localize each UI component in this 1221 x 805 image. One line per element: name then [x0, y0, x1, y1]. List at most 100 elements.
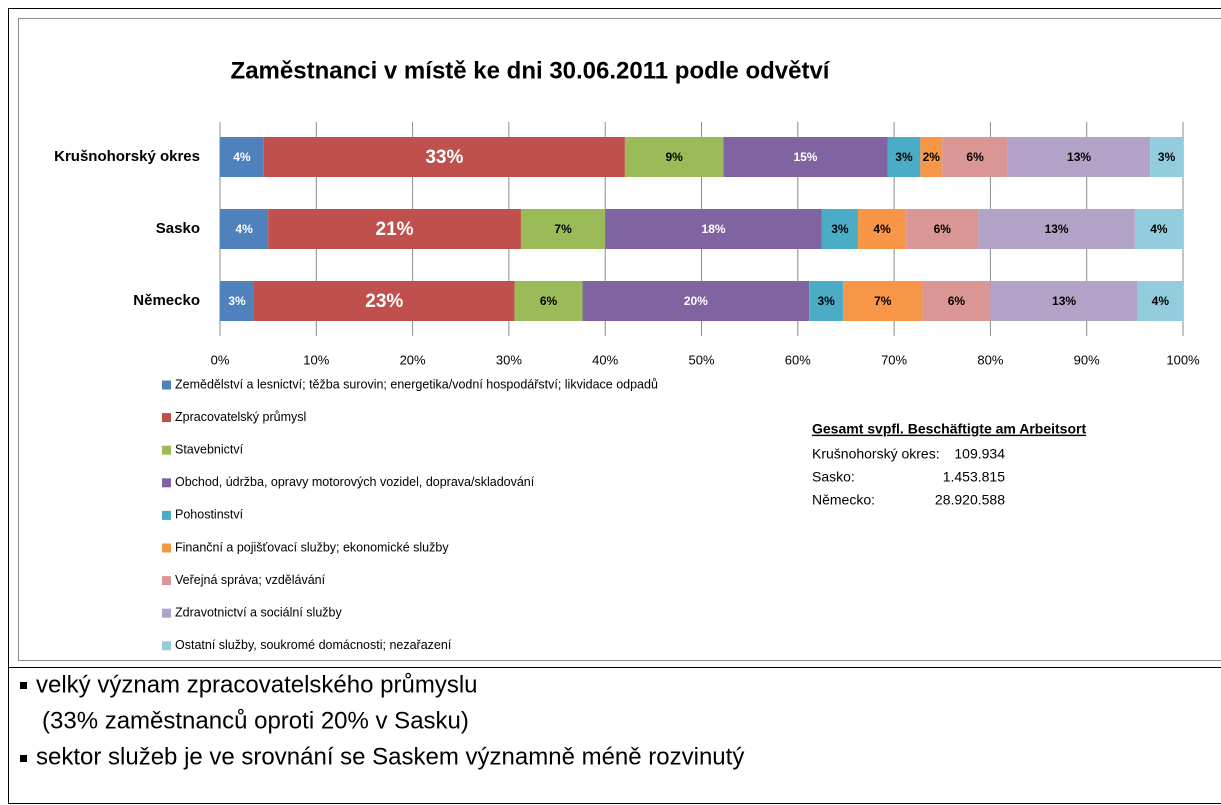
- x-tick-label: 70%: [881, 352, 907, 367]
- bullet-marker: [20, 682, 27, 689]
- data-label: 21%: [376, 219, 414, 240]
- bar-segment: [809, 281, 844, 321]
- x-tick-label: 30%: [496, 352, 522, 367]
- data-label: 3%: [895, 150, 913, 164]
- x-tick-label: 40%: [592, 352, 618, 367]
- slide-frame: [8, 8, 1221, 804]
- bar-segment: [253, 281, 515, 321]
- category-label: Sasko: [156, 220, 200, 237]
- bar-segment: [922, 281, 991, 321]
- data-label: 7%: [554, 222, 572, 236]
- info-name: Sasko:: [812, 469, 855, 485]
- chart-frame: [18, 18, 1221, 661]
- bar-segment: [857, 209, 907, 249]
- data-label: 13%: [1067, 150, 1091, 164]
- category-label: Krušnohorský okres: [54, 148, 200, 165]
- data-label: 9%: [665, 150, 683, 164]
- bar-segment: [920, 137, 943, 177]
- bar-segment: [220, 137, 264, 177]
- data-label: 3%: [817, 294, 835, 308]
- bullet-marker: [20, 755, 27, 762]
- legend-label: Stavebnictví: [175, 442, 244, 456]
- bullet-text: velký význam zpracovatelského průmyslu: [36, 671, 478, 698]
- bar-segment: [220, 209, 269, 249]
- legend-marker: [162, 445, 171, 455]
- bar-segment: [843, 281, 923, 321]
- data-label: 3%: [228, 294, 246, 308]
- category-label: Německo: [133, 292, 200, 309]
- data-label: 4%: [873, 222, 891, 236]
- bullet-text: sektor služeb je ve srovnání se Saskem v…: [36, 743, 744, 770]
- data-label: 20%: [684, 294, 708, 308]
- legend-marker: [162, 478, 171, 488]
- legend-label: Zpracovatelský průmysl: [175, 410, 306, 424]
- data-label: 6%: [966, 150, 984, 164]
- legend-label: Obchod, údržba, opravy motorových vozide…: [175, 475, 535, 489]
- data-label: 18%: [702, 222, 726, 236]
- bullet-text: (33% zaměstnanců oproti 20% v Sasku): [42, 707, 469, 734]
- bar-segment: [582, 281, 810, 321]
- bar-segment: [1137, 281, 1183, 321]
- data-label: 4%: [1150, 222, 1168, 236]
- legend-marker: [162, 576, 171, 586]
- data-label: 4%: [235, 222, 253, 236]
- data-label: 7%: [874, 294, 892, 308]
- data-label: 2%: [923, 150, 941, 164]
- x-tick-label: 0%: [211, 352, 230, 367]
- bar-segment: [978, 209, 1135, 249]
- legend-label: Pohostinství: [175, 508, 244, 522]
- bar-segment: [942, 137, 1008, 177]
- bar-segment: [887, 137, 921, 177]
- x-tick-label: 90%: [1074, 352, 1100, 367]
- legend-label: Veřejná správa; vzdělávání: [175, 573, 326, 587]
- data-label: 3%: [831, 222, 849, 236]
- bar-segment: [624, 137, 724, 177]
- info-value: 1.453.815: [943, 469, 1005, 485]
- bar-segment: [821, 209, 858, 249]
- info-name: Krušnohorský okres:: [812, 446, 940, 462]
- legend-marker: [162, 641, 171, 651]
- legend-marker: [162, 413, 171, 423]
- bar-segment: [220, 281, 254, 321]
- legend-label: Zemědělství a lesnictví; těžba surovin; …: [175, 377, 658, 391]
- data-label: 6%: [948, 294, 966, 308]
- data-label: 15%: [793, 150, 817, 164]
- info-value: 28.920.588: [935, 492, 1005, 508]
- bar-segment: [605, 209, 822, 249]
- legend-marker: [162, 608, 171, 618]
- info-title: Gesamt svpfl. Beschäftigte am Arbeitsort: [812, 421, 1086, 437]
- data-label: 6%: [540, 294, 558, 308]
- legend-marker: [162, 543, 171, 553]
- bar-segment: [723, 137, 888, 177]
- bar-segment: [1007, 137, 1151, 177]
- chart-title: Zaměstnanci v místě ke dni 30.06.2011 po…: [231, 57, 831, 84]
- bar-segment: [990, 281, 1138, 321]
- bar-segment: [520, 209, 606, 249]
- x-tick-label: 20%: [400, 352, 426, 367]
- legend-label: Ostatní služby, soukromé domácnosti; nez…: [175, 638, 452, 652]
- bar-segment: [263, 137, 625, 177]
- bar-segment: [514, 281, 583, 321]
- data-label: 23%: [365, 291, 403, 312]
- data-label: 4%: [233, 150, 251, 164]
- legend-label: Finanční a pojišťovací služby; ekonomick…: [175, 540, 449, 554]
- data-label: 4%: [1152, 294, 1170, 308]
- legend-label: Zdravotnictví a sociální služby: [175, 605, 342, 619]
- x-tick-label: 10%: [303, 352, 329, 367]
- bar-segment: [1134, 209, 1183, 249]
- x-tick-label: 80%: [977, 352, 1003, 367]
- bar-segment: [1150, 137, 1183, 177]
- bar-segment: [268, 209, 521, 249]
- legend-marker: [162, 380, 171, 390]
- data-label: 6%: [934, 222, 952, 236]
- x-tick-label: 50%: [688, 352, 714, 367]
- data-label: 3%: [1158, 150, 1176, 164]
- data-label: 13%: [1045, 222, 1069, 236]
- data-label: 13%: [1052, 294, 1076, 308]
- info-name: Německo:: [812, 492, 875, 508]
- info-value: 109.934: [954, 446, 1005, 462]
- bar-segment: [906, 209, 979, 249]
- x-tick-label: 60%: [785, 352, 811, 367]
- legend-marker: [162, 510, 171, 520]
